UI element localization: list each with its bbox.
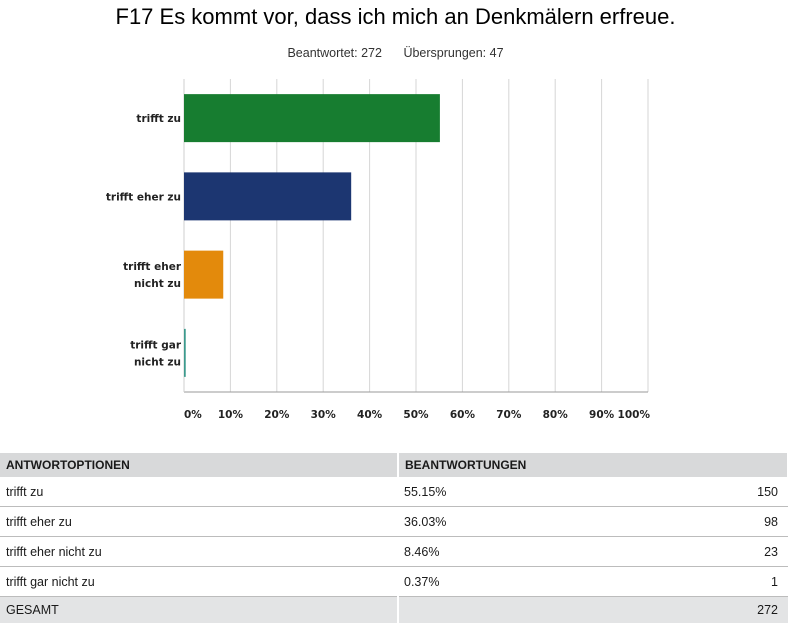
row-percent: 0.37%: [398, 567, 661, 597]
bar: [184, 94, 440, 142]
tick-label: 90%: [589, 409, 615, 421]
bar-chart: trifft zu trifft eher zu trifft eher nicht …: [0, 0, 791, 440]
row-option: trifft eher nicht zu: [0, 537, 398, 567]
table-row: trifft zu 55.15% 150: [0, 477, 788, 507]
tick-label: 70%: [496, 409, 522, 421]
tick-label: 80%: [543, 409, 569, 421]
tick-label: 40%: [357, 409, 383, 421]
total-label: GESAMT: [0, 597, 398, 623]
tick-label: 0%: [184, 409, 202, 421]
row-option: trifft zu: [0, 477, 398, 507]
category-label: nicht zu: [134, 356, 181, 368]
table-row: trifft eher zu 36.03% 98: [0, 507, 788, 537]
tick-label: 20%: [264, 409, 290, 421]
row-option: trifft eher zu: [0, 507, 398, 537]
category-label: nicht zu: [134, 278, 181, 290]
bar: [184, 329, 186, 377]
row-percent: 55.15%: [398, 477, 661, 507]
category-label: trifft eher: [123, 261, 182, 273]
category-label: trifft eher zu: [106, 191, 181, 203]
bar: [184, 172, 351, 220]
total-spacer: [398, 597, 661, 623]
row-count: 150: [661, 477, 788, 507]
header-responses: BEANTWORTUNGEN: [398, 453, 788, 477]
total-count: 272: [661, 597, 788, 623]
row-percent: 8.46%: [398, 537, 661, 567]
row-option: trifft gar nicht zu: [0, 567, 398, 597]
tick-label: 60%: [450, 409, 476, 421]
total-row: GESAMT 272: [0, 597, 788, 623]
category-label: trifft gar: [130, 339, 182, 351]
row-count: 23: [661, 537, 788, 567]
tick-label: 30%: [311, 409, 337, 421]
tick-label: 100%: [618, 409, 651, 421]
header-options: ANTWORTOPTIONEN: [0, 453, 398, 477]
table-header-row: ANTWORTOPTIONEN BEANTWORTUNGEN: [0, 453, 788, 477]
table-row: trifft eher nicht zu 8.46% 23: [0, 537, 788, 567]
bar: [184, 251, 223, 299]
results-table: ANTWORTOPTIONEN BEANTWORTUNGEN trifft zu…: [0, 453, 789, 623]
category-label: trifft zu: [136, 113, 181, 125]
row-percent: 36.03%: [398, 507, 661, 537]
tick-label: 50%: [403, 409, 429, 421]
row-count: 98: [661, 507, 788, 537]
table-row: trifft gar nicht zu 0.37% 1: [0, 567, 788, 597]
tick-label: 10%: [218, 409, 244, 421]
row-count: 1: [661, 567, 788, 597]
